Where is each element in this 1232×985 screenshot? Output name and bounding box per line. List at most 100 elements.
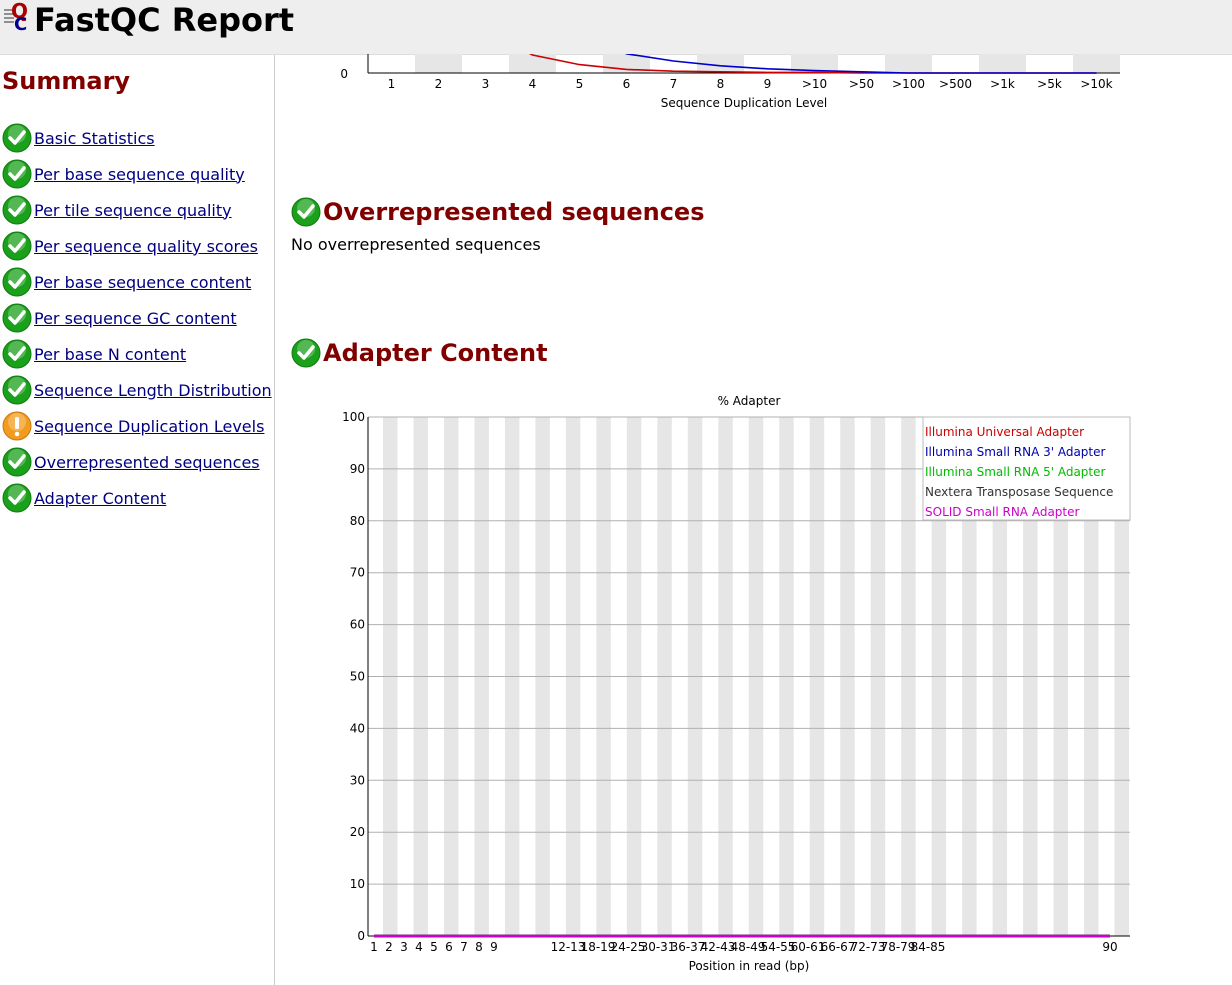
overrepresented-title: Overrepresented sequences [323, 198, 705, 226]
x-tick-label: 9 [764, 77, 772, 91]
summary-item: Per base N content [2, 336, 272, 372]
y-tick-label: 80 [350, 514, 365, 528]
legend-entry: SOLID Small RNA Adapter [925, 505, 1079, 519]
pass-icon [2, 267, 32, 297]
pass-icon [2, 195, 32, 225]
x-tick-label: 30-31 [641, 940, 676, 954]
x-tick-label: 6 [623, 77, 631, 91]
y-tick-label: 90 [350, 462, 365, 476]
x-tick-label: >5k [1037, 77, 1062, 91]
x-tick-label: 2 [435, 77, 443, 91]
report-title: FastQC Report [34, 1, 295, 39]
band [697, 54, 744, 73]
x-tick-label: 48-49 [731, 940, 766, 954]
summary-link[interactable]: Per base N content [34, 344, 187, 364]
legend-entry: Illumina Small RNA 3' Adapter [925, 445, 1106, 459]
x-tick-label: 3 [400, 940, 408, 954]
summary-link[interactable]: Overrepresented sequences [34, 452, 260, 472]
x-tick-label: 60-61 [791, 940, 826, 954]
x-tick-label: 8 [717, 77, 725, 91]
x-tick-label: 84-85 [911, 940, 946, 954]
summary-sidebar [0, 55, 275, 985]
x-tick-label: 18-19 [581, 940, 616, 954]
x-tick-label: 42-43 [701, 940, 736, 954]
summary-link[interactable]: Sequence Length Distribution [34, 380, 272, 400]
summary-link[interactable]: Per base sequence quality [34, 164, 245, 184]
svg-text:Q: Q [11, 0, 28, 23]
x-tick-label: >100 [892, 77, 925, 91]
warning-icon [2, 411, 32, 441]
legend-entry: Nextera Transposase Sequence [925, 485, 1113, 499]
summary-item: Sequence Duplication Levels [2, 408, 272, 444]
summary-item: Per base sequence quality [2, 156, 272, 192]
x-tick-label: 6 [445, 940, 453, 954]
summary-link[interactable]: Per base sequence content [34, 272, 252, 292]
summary-link[interactable]: Sequence Duplication Levels [34, 416, 265, 436]
y-tick-label: 70 [350, 566, 365, 580]
x-tick-label: 90 [1102, 940, 1117, 954]
pass-icon [291, 338, 321, 368]
summary-item: Sequence Length Distribution [2, 372, 272, 408]
x-tick-label: 4 [415, 940, 423, 954]
summary-item: Per sequence GC content [2, 300, 272, 336]
x-tick-label: 24-25 [611, 940, 646, 954]
pass-icon [2, 375, 32, 405]
pass-icon [2, 303, 32, 333]
x-tick-label: 5 [576, 77, 584, 91]
band [791, 54, 838, 73]
pass-icon [2, 339, 32, 369]
legend-box [922, 416, 1131, 521]
band [1073, 54, 1120, 73]
x-tick-label: 36-37 [671, 940, 706, 954]
summary-link[interactable]: Per tile sequence quality [34, 200, 232, 220]
x-tick-label: 5 [430, 940, 438, 954]
adapter-heading: Adapter Content [291, 338, 548, 368]
x-tick-label: 7 [460, 940, 468, 954]
summary-link[interactable]: Basic Statistics [34, 128, 155, 148]
x-tick-label: 8 [475, 940, 483, 954]
x-tick-label: 9 [490, 940, 498, 954]
x-tick-label: 54-55 [761, 940, 796, 954]
x-tick-label: >500 [939, 77, 972, 91]
x-axis-label: Sequence Duplication Level [661, 96, 828, 110]
summary-link[interactable]: Per sequence GC content [34, 308, 237, 328]
x-axis-label: Position in read (bp) [689, 959, 810, 973]
summary-link[interactable]: Per sequence quality scores [34, 236, 258, 256]
summary-item: Adapter Content [2, 480, 272, 516]
y-tick-label: 0 [340, 67, 348, 81]
band [979, 54, 1026, 73]
x-tick-label: >10 [802, 77, 827, 91]
y-tick-label: 60 [350, 618, 365, 632]
summary-item: Per sequence quality scores [2, 228, 272, 264]
x-tick-label: 66-67 [821, 940, 856, 954]
pass-icon [2, 447, 32, 477]
series-line [625, 54, 1097, 74]
x-tick-label: >10k [1080, 77, 1112, 91]
summary-item: Per base sequence content [2, 264, 272, 300]
y-tick-label: 100 [342, 410, 365, 424]
adapter-title: Adapter Content [323, 339, 548, 367]
band [415, 54, 462, 73]
x-tick-label: 12-13 [551, 940, 586, 954]
summary-link[interactable]: Adapter Content [34, 488, 167, 508]
summary-item: Per tile sequence quality [2, 192, 272, 228]
pass-icon [2, 123, 32, 153]
overrepresented-text: No overrepresented sequences [291, 235, 541, 254]
legend-entry: Illumina Small RNA 5' Adapter [925, 465, 1106, 479]
x-tick-label: 4 [529, 77, 537, 91]
x-tick-label: 7 [670, 77, 678, 91]
overrepresented-heading: Overrepresented sequences [291, 197, 704, 227]
y-tick-label: 30 [350, 773, 365, 787]
pass-icon [291, 197, 321, 227]
duplication-levels-chart: 0 1 2 3 4 5 6 7 8 9 >10 >50 >100 >500 >1k >5k >10k Sequen… [340, 54, 1120, 110]
x-tick-label: >50 [849, 77, 874, 91]
summary-item: Basic Statistics [2, 120, 272, 156]
y-tick-label: 50 [350, 670, 365, 684]
band [509, 54, 556, 73]
report-header: Q C FastQC Report [0, 0, 1232, 55]
y-tick-label: 0 [357, 929, 365, 943]
x-tick-label: 72-73 [851, 940, 886, 954]
summary-nav: Basic Statistics Per base sequence qualit… [2, 120, 272, 516]
fastqc-logo: Q C [4, 0, 28, 34]
